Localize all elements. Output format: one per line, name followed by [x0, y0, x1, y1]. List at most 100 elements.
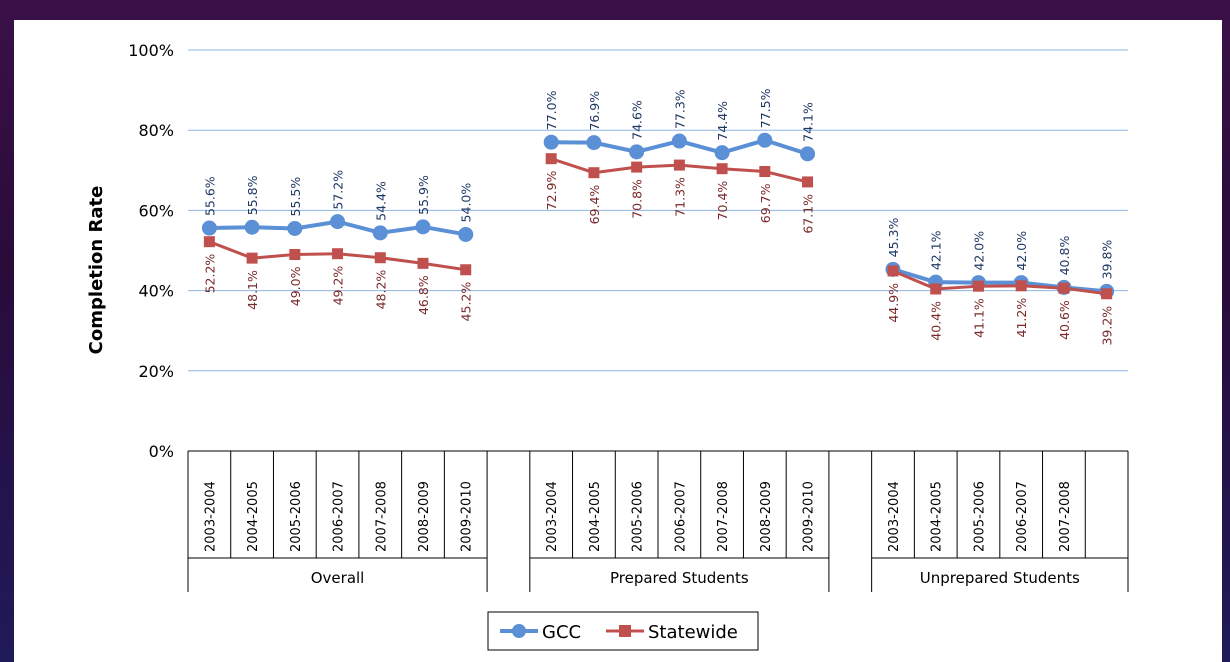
- gcc-point: [330, 214, 346, 230]
- gcc-data-label: 42.0%: [971, 231, 986, 271]
- statewide-data-label: 45.2%: [459, 282, 474, 322]
- gridlines: [188, 49, 1128, 372]
- gcc-data-label: 45.3%: [886, 218, 901, 258]
- x-tick-label: 2005-2006: [631, 481, 646, 552]
- statewide-point: [203, 236, 215, 248]
- gcc-data-label: 54.4%: [373, 181, 388, 221]
- statewide-point: [460, 264, 472, 276]
- gcc-point: [458, 226, 474, 242]
- x-tick-label: 2009-2010: [802, 481, 817, 552]
- gcc-data-label: 74.6%: [630, 100, 645, 140]
- statewide-point: [246, 252, 258, 264]
- statewide-point: [802, 176, 814, 188]
- statewide-point: [972, 280, 984, 292]
- gcc-data-label: 54.0%: [459, 183, 474, 223]
- x-tick-label: 2008-2009: [417, 481, 432, 552]
- statewide-point: [1058, 282, 1070, 294]
- x-axis: 2003-2004 2004-2005 2005-2006 2006-2007 2007…: [187, 450, 1129, 592]
- legend-statewide-marker: [619, 625, 631, 637]
- x-tick-label: 2004-2005: [246, 481, 261, 552]
- chart-panel: 0% 20% 40% 60% 80% 100% Completion Rate 2003-…: [14, 20, 1222, 662]
- statewide-data-label: 70.4%: [715, 181, 730, 221]
- gcc-point: [671, 133, 687, 149]
- statewide-data-label: 72.9%: [544, 171, 559, 211]
- gcc-data-label: 40.8%: [1057, 236, 1072, 276]
- gcc-data-label: 76.9%: [587, 91, 602, 131]
- series-line-statewide: [892, 269, 1107, 296]
- statewide-point: [759, 166, 771, 178]
- x-tick-label: 2006-2007: [1015, 481, 1030, 552]
- x-tick-label: 2007-2008: [1058, 481, 1073, 552]
- statewide-data-label: 71.3%: [672, 177, 687, 217]
- x-tick-label: 2005-2006: [289, 481, 304, 552]
- legend: GCC Statewide: [487, 611, 759, 651]
- x-tick-label: 2004-2005: [930, 481, 945, 552]
- statewide-point: [374, 252, 386, 264]
- x-tick-label: 2003-2004: [545, 481, 560, 552]
- y-axis-label: Completion Rate: [86, 186, 107, 355]
- statewide-data-label: 67.1%: [801, 194, 816, 234]
- statewide-point: [673, 159, 685, 171]
- statewide-point: [332, 248, 344, 260]
- series: [201, 132, 1115, 300]
- statewide-data-label: 70.8%: [630, 179, 645, 219]
- x-tick-label: 2009-2010: [460, 481, 475, 552]
- y-tick-label: 20%: [138, 362, 174, 381]
- gcc-point: [586, 135, 602, 151]
- group-label: Unprepared Students: [920, 569, 1080, 587]
- statewide-data-label: 69.4%: [587, 185, 602, 225]
- statewide-data-label: 52.2%: [202, 254, 217, 294]
- statewide-point: [545, 153, 557, 165]
- y-axis-ticks: 0% 20% 40% 60% 80% 100%: [128, 41, 174, 461]
- statewide-point: [716, 163, 728, 175]
- x-tick-label: 2007-2008: [716, 481, 731, 552]
- statewide-point: [1015, 280, 1027, 292]
- x-tick-label: 2008-2009: [759, 481, 774, 552]
- x-tick-label: 2003-2004: [887, 481, 902, 552]
- gcc-data-label: 74.1%: [801, 102, 816, 142]
- y-tick-label: 60%: [138, 201, 174, 220]
- gcc-point: [287, 220, 303, 236]
- gcc-point: [629, 144, 645, 160]
- statewide-data-label: 44.9%: [886, 283, 901, 323]
- x-tick-label: 2003-2004: [203, 481, 218, 552]
- statewide-data-label: 48.2%: [373, 270, 388, 310]
- gcc-point: [800, 146, 816, 162]
- statewide-data-label: 39.2%: [1100, 306, 1115, 346]
- group-label: Overall: [311, 569, 365, 587]
- gcc-data-label: 55.5%: [288, 177, 303, 217]
- statewide-data-label: 40.6%: [1057, 300, 1072, 340]
- gcc-point: [415, 219, 431, 235]
- statewide-point: [289, 249, 301, 261]
- statewide-data-label: 69.7%: [758, 183, 773, 223]
- legend-gcc-label: GCC: [542, 622, 581, 643]
- statewide-data-label: 41.1%: [971, 298, 986, 338]
- x-tick-label: 2006-2007: [673, 481, 688, 552]
- gcc-data-label: 55.6%: [202, 176, 217, 216]
- gcc-point: [372, 225, 388, 241]
- statewide-point: [1101, 288, 1113, 300]
- statewide-data-label: 41.2%: [1014, 298, 1029, 338]
- gcc-data-label: 39.8%: [1100, 240, 1115, 280]
- y-tick-label: 100%: [128, 41, 174, 60]
- completion-rate-chart: 0% 20% 40% 60% 80% 100% Completion Rate 2003-…: [86, 41, 1129, 651]
- x-tick-label: 2005-2006: [972, 481, 987, 552]
- y-tick-label: 40%: [138, 282, 174, 301]
- gcc-point: [244, 219, 260, 235]
- x-tick-label: 2006-2007: [332, 481, 347, 552]
- y-tick-label: 80%: [138, 121, 174, 140]
- legend-gcc-marker: [512, 624, 526, 638]
- gcc-data-label: 77.5%: [758, 88, 773, 128]
- gcc-data-label: 55.8%: [245, 175, 260, 215]
- gcc-data-label: 57.2%: [331, 170, 346, 210]
- gcc-data-label: 77.3%: [672, 89, 687, 129]
- statewide-data-label: 49.2%: [331, 266, 346, 306]
- gcc-data-label: 55.9%: [416, 175, 431, 215]
- gcc-point: [714, 145, 730, 161]
- gcc-point: [201, 220, 217, 236]
- legend-statewide-label: Statewide: [648, 622, 738, 643]
- gcc-data-label: 77.0%: [544, 90, 559, 130]
- gcc-data-label: 42.0%: [1014, 231, 1029, 271]
- statewide-data-label: 40.4%: [929, 301, 944, 341]
- gcc-data-label: 74.4%: [715, 101, 730, 141]
